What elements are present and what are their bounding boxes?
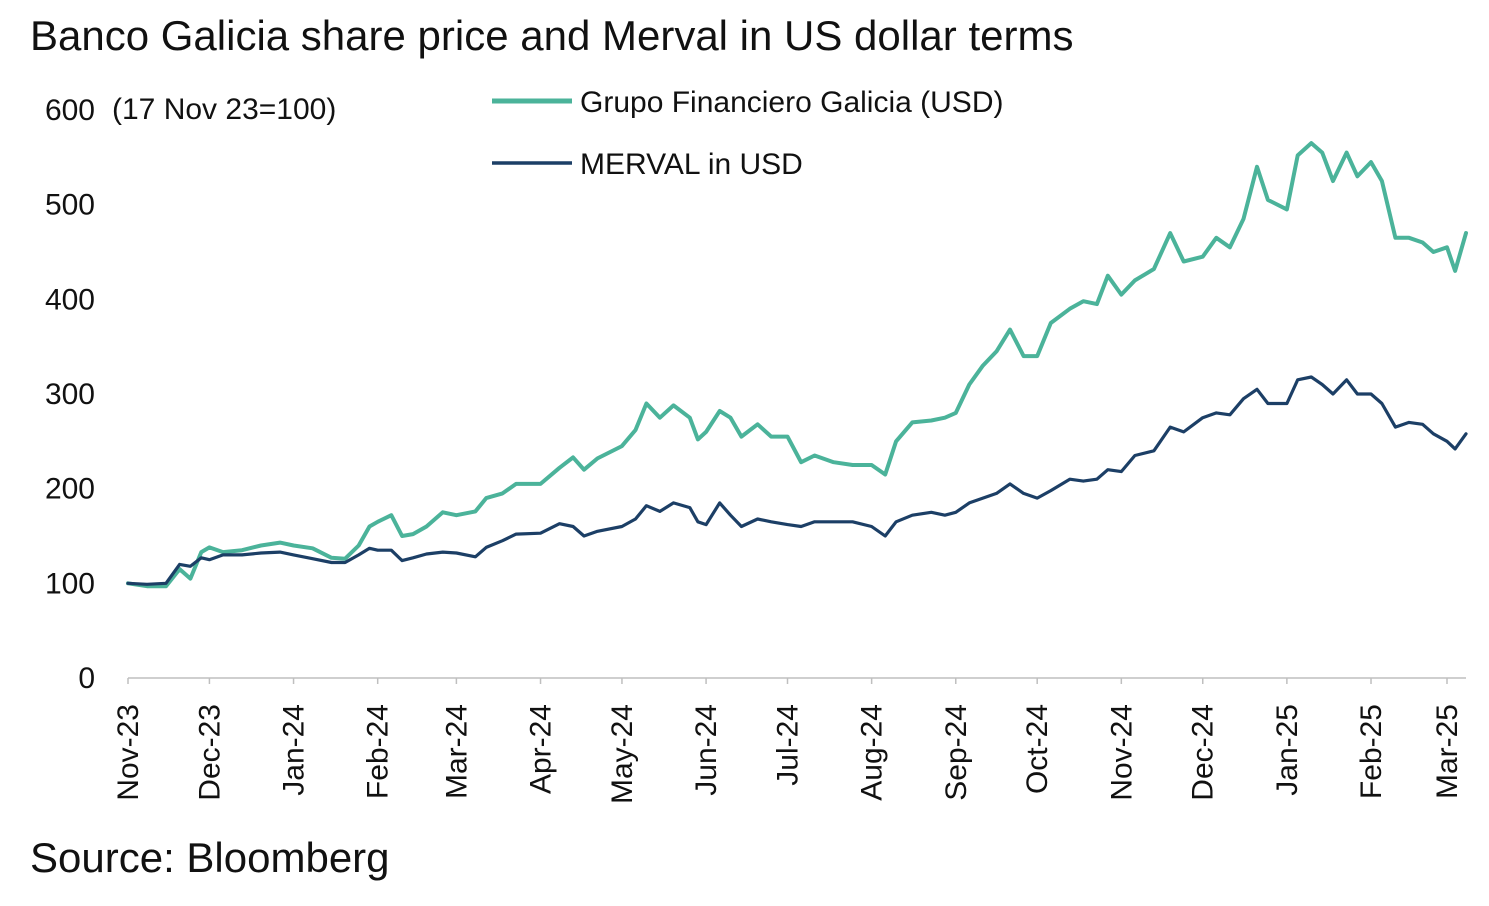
x-tick-label: Nov-23 xyxy=(112,704,145,801)
x-tick-label: Sep-24 xyxy=(940,704,973,801)
y-tick-label: 100 xyxy=(45,567,95,600)
y-tick-label: 500 xyxy=(45,189,95,222)
x-tick-label: Jan-25 xyxy=(1271,704,1304,796)
legend-label: MERVAL in USD xyxy=(580,148,803,181)
x-axis: Nov-23 Dec-23 Jan-24 Feb-24 Mar-24 Apr-24 May-… xyxy=(112,677,1466,804)
y-tick-label: 200 xyxy=(45,473,95,506)
x-tick-label: Feb-24 xyxy=(362,704,395,799)
series-line-galicia xyxy=(126,141,1468,589)
x-tick-label: Nov-24 xyxy=(1105,704,1138,801)
x-tick-label: Apr-24 xyxy=(525,704,558,794)
x-tick-label: Dec-23 xyxy=(193,704,226,801)
x-tick-label: Jun-24 xyxy=(690,704,723,796)
source-note: Source: Bloomberg xyxy=(30,834,390,881)
legend: Grupo Financiero Galicia (USD) MERVAL in … xyxy=(492,86,1003,181)
y-tick-label: 300 xyxy=(45,378,95,411)
x-tick-label: Feb-25 xyxy=(1355,704,1388,799)
x-tick-label: May-24 xyxy=(606,704,639,804)
x-tick-label: Mar-24 xyxy=(440,704,473,799)
x-tick-label: Jan-24 xyxy=(278,704,311,796)
y-tick-label: 0 xyxy=(78,662,95,695)
x-tick-label: Jul-24 xyxy=(772,704,805,786)
x-tick-label: Aug-24 xyxy=(856,704,889,801)
x-tick-label: Dec-24 xyxy=(1187,704,1220,801)
chart-title: Banco Galicia share price and Merval in … xyxy=(30,12,1074,59)
series-line-merval xyxy=(126,375,1468,586)
legend-label: Grupo Financiero Galicia (USD) xyxy=(580,86,1003,119)
series-layer xyxy=(126,141,1468,589)
x-tick-label: Oct-24 xyxy=(1021,704,1054,794)
y-axis-label: (17 Nov 23=100) xyxy=(112,93,336,126)
x-tick-label: Mar-25 xyxy=(1431,704,1464,799)
y-tick-label: 400 xyxy=(45,283,95,316)
y-axis: 0 100 200 300 400 500 600 xyxy=(45,94,95,695)
y-tick-label: 600 xyxy=(45,94,95,127)
